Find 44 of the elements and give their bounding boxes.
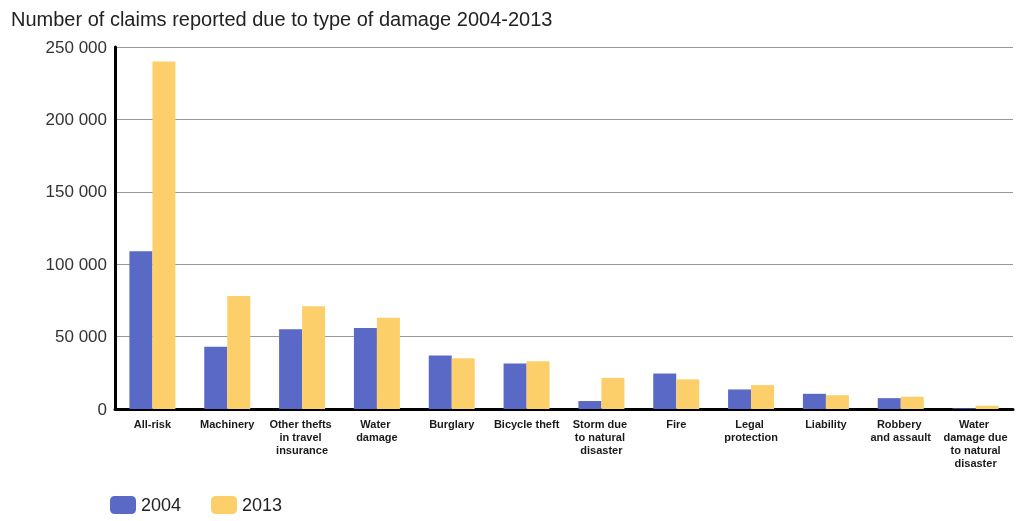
x-tick-label: Fire: [666, 417, 687, 430]
bar: [751, 385, 775, 409]
bar: [877, 398, 901, 409]
x-tick-label: Machinery: [200, 417, 256, 430]
bar: [728, 389, 752, 409]
x-tick-label: Bicycle theft: [493, 417, 560, 430]
bar: [601, 377, 625, 409]
bar: [503, 363, 527, 409]
x-tick-label: Robbery and assault: [870, 417, 932, 443]
x-tick-label: Water damage due to natural disaster: [943, 417, 1008, 469]
bar: [129, 251, 153, 409]
x-tick-label: Legal protection: [724, 417, 779, 443]
bar: [802, 393, 826, 409]
bar: [353, 327, 377, 409]
y-tick-label: 0: [97, 399, 107, 419]
bar: [825, 395, 849, 409]
y-tick-label: 200 000: [45, 109, 107, 129]
legend-label: 2013: [242, 495, 283, 515]
y-tick-label: 250 000: [45, 37, 107, 57]
bar: [376, 317, 400, 409]
bar: [428, 355, 452, 409]
y-tick-label: 100 000: [45, 254, 107, 274]
y-tick-label: 150 000: [45, 182, 107, 202]
x-tick-label: Water damage: [356, 417, 398, 443]
bar: [279, 329, 303, 409]
x-tick-label: Liability: [805, 417, 848, 430]
bar: [975, 405, 999, 409]
bar: [302, 306, 326, 409]
bar: [676, 379, 700, 409]
bar: [900, 396, 924, 409]
x-tick-label: Burglary: [429, 417, 476, 430]
legend-label: 2004: [141, 495, 182, 515]
bar: [526, 361, 550, 409]
bar: [227, 296, 251, 409]
x-tick-label: Storm due to natural disaster: [572, 417, 631, 456]
x-tick-label: All-risk: [133, 417, 172, 430]
bar: [451, 358, 475, 409]
bar: [152, 61, 176, 409]
x-tick-label: Other thefts in travel insurance: [269, 417, 335, 456]
chart-title: Number of claims reported due to type of damage 2004-2013: [11, 8, 553, 30]
bar: [578, 401, 602, 409]
bar: [653, 373, 677, 409]
bar: [204, 346, 228, 409]
y-tick-label: 50 000: [55, 327, 107, 347]
